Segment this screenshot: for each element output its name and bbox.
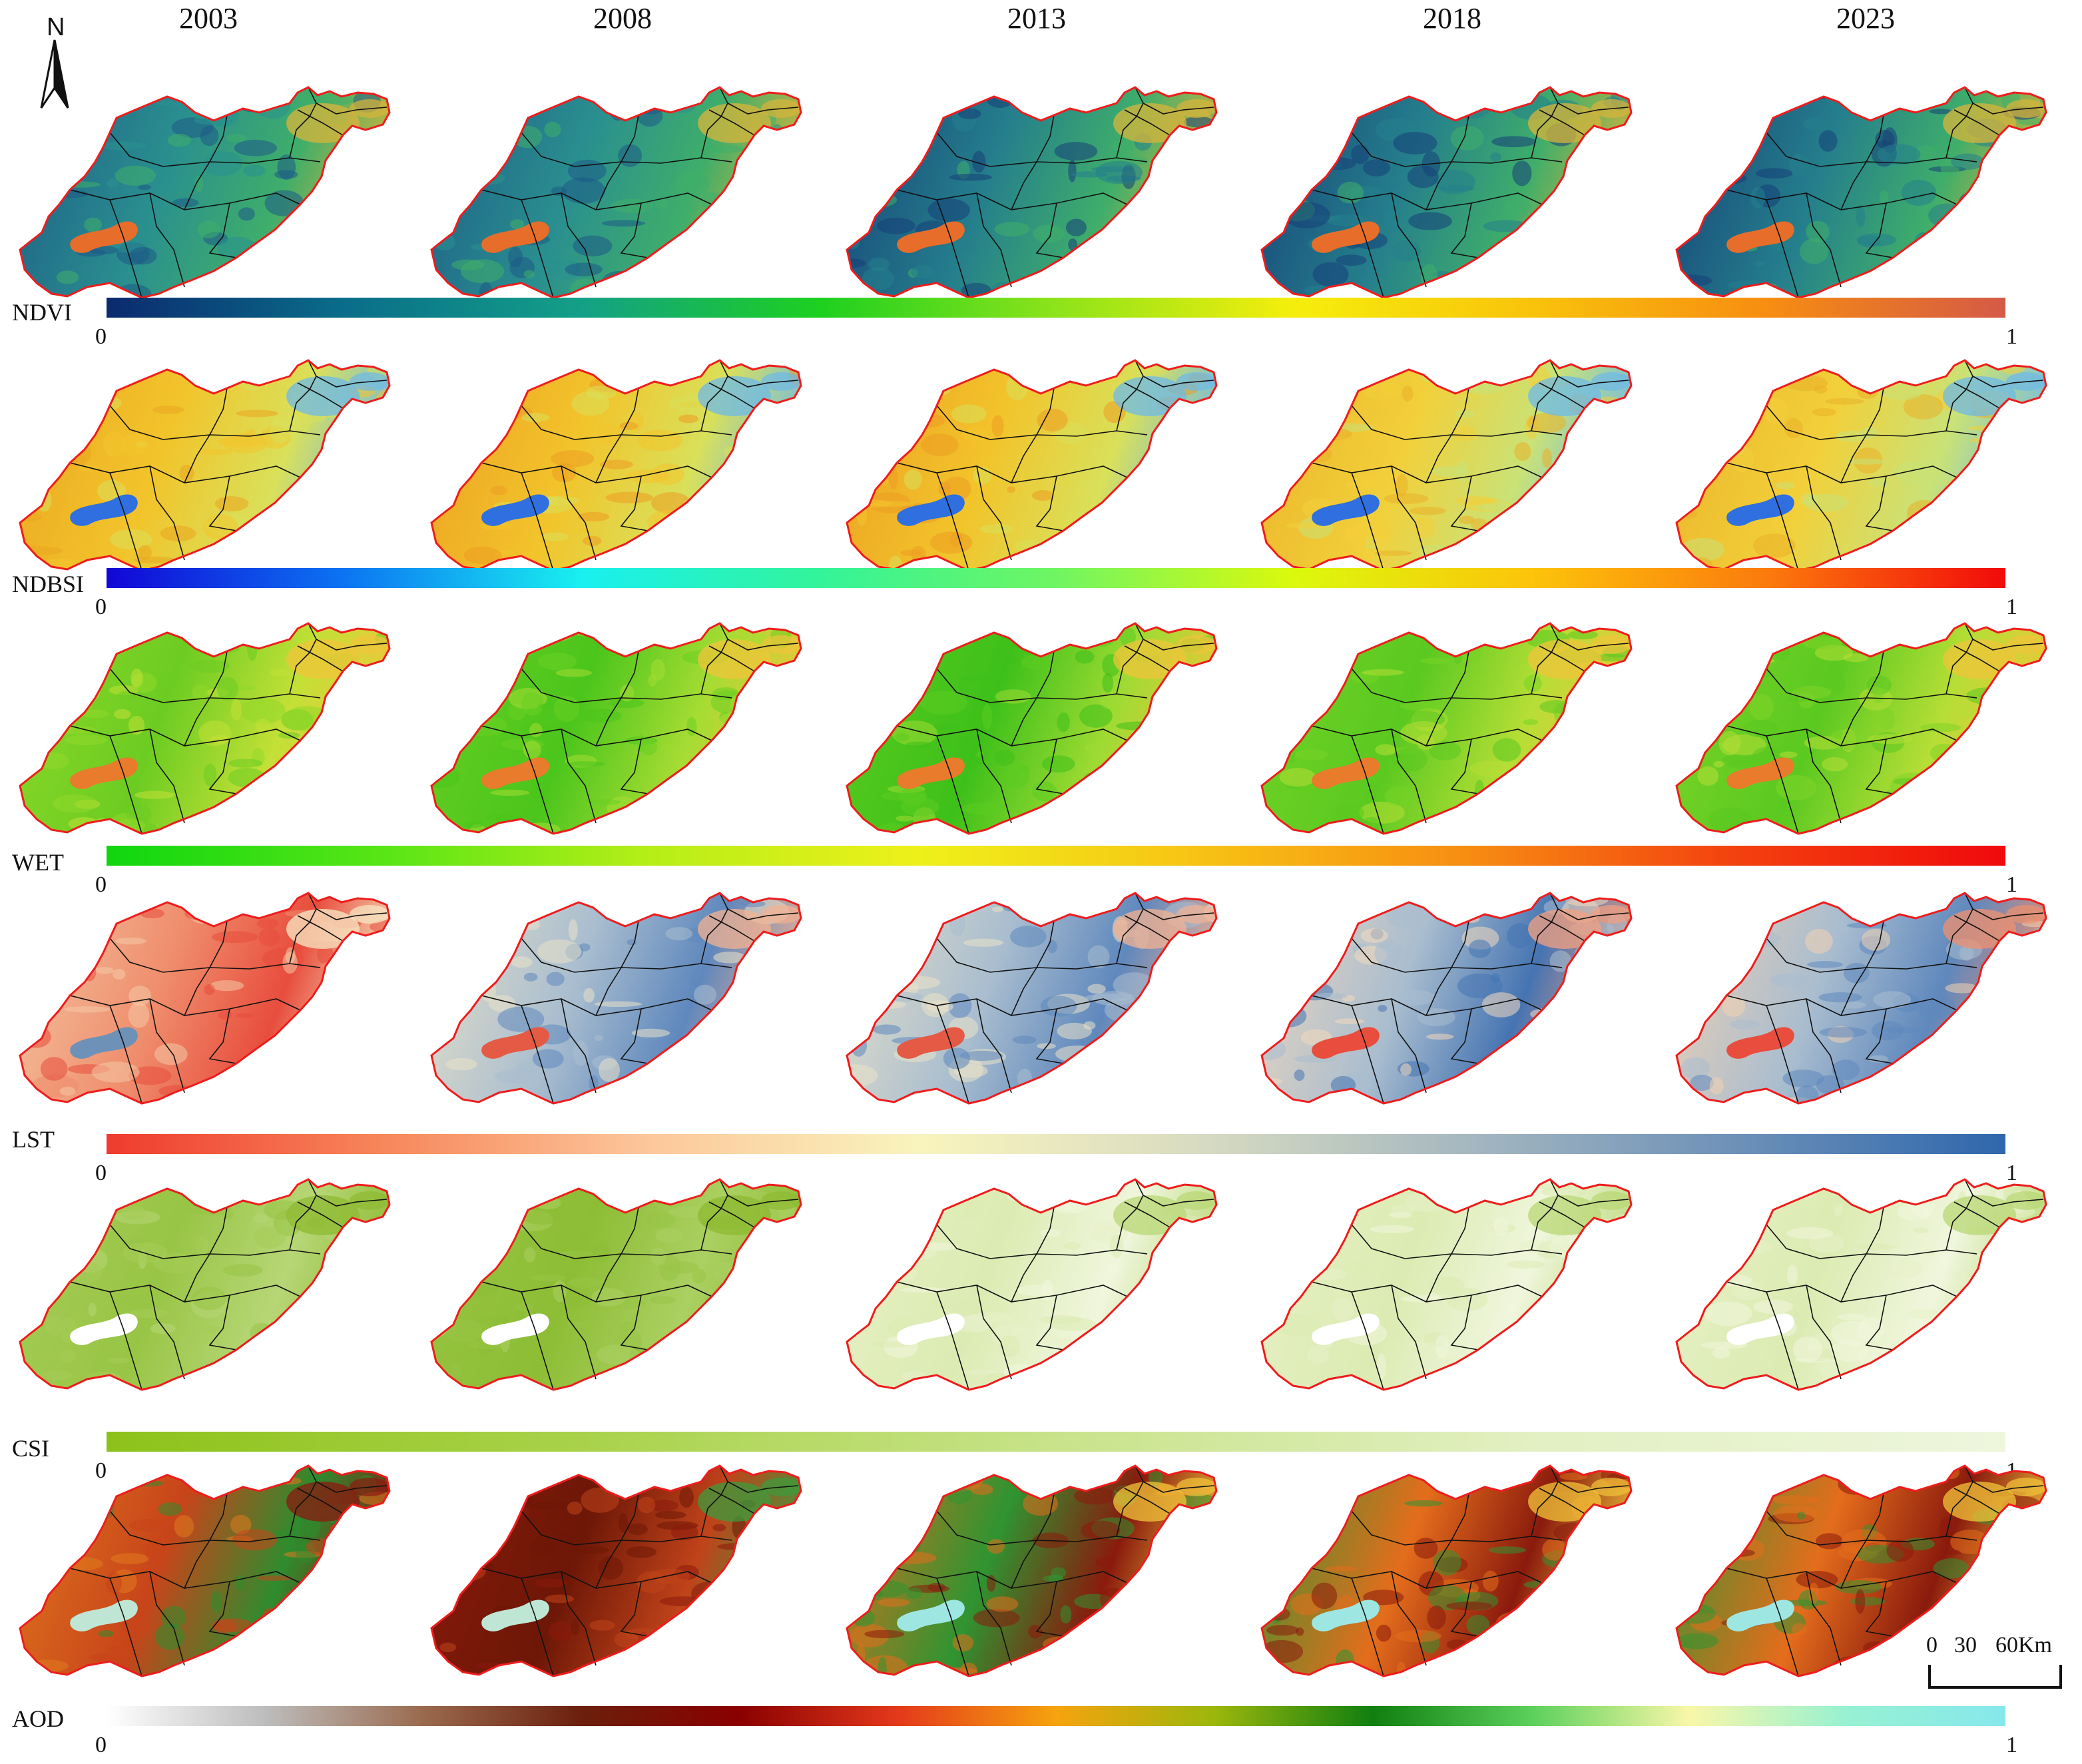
year-label-2008: 2008 [593, 2, 652, 35]
map-lst-2008 [430, 892, 802, 1105]
map-lst-2013 [846, 892, 1218, 1105]
map-csi-2023 [1675, 1178, 2047, 1391]
map-ndbsi-2013 [846, 359, 1218, 572]
scale-bar-icon [1928, 1665, 2062, 1689]
map-wet-2018 [1260, 622, 1633, 835]
index-label-ndbsi: NDBSI [12, 571, 85, 597]
scale-tick-30: 30 [1954, 1633, 1977, 1657]
north-arrow-icon [40, 39, 69, 109]
map-ndvi-2008 [430, 86, 802, 299]
colorbar-ndbsi [107, 568, 2005, 588]
map-lst-2023 [1675, 892, 2047, 1105]
colorbar-wet [107, 846, 2005, 866]
map-aod-2013 [846, 1464, 1218, 1677]
year-label-2023: 2023 [1836, 2, 1895, 35]
map-ndbsi-2023 [1675, 359, 2047, 572]
year-label-2018: 2018 [1423, 2, 1481, 35]
map-wet-2003 [19, 622, 391, 835]
colorbar-aod [107, 1706, 2005, 1726]
colorbar-csi-min-tick: 0 [95, 1458, 107, 1483]
map-csi-2018 [1260, 1178, 1633, 1391]
map-ndbsi-2018 [1260, 359, 1633, 572]
scale-unit: Km [2018, 1633, 2052, 1657]
map-ndbsi-2008 [430, 359, 802, 572]
map-aod-2018 [1260, 1464, 1633, 1677]
index-label-wet: WET [12, 849, 64, 876]
index-label-lst: LST [12, 1126, 55, 1153]
colorbar-ndvi [107, 298, 2005, 318]
map-wet-2013 [846, 622, 1218, 835]
map-aod-2008 [430, 1464, 802, 1677]
map-csi-2008 [430, 1178, 802, 1391]
index-label-ndvi: NDVI [12, 299, 72, 326]
map-ndvi-2003 [19, 86, 391, 299]
scale-tick-60: 60 [1995, 1633, 2018, 1657]
scale-tick-0: 0 [1926, 1633, 1938, 1657]
colorbar-aod-min-tick: 0 [95, 1733, 107, 1757]
colorbar-wet-max-tick: 1 [2006, 872, 2017, 897]
year-label-2003: 2003 [179, 2, 238, 35]
map-ndvi-2018 [1260, 86, 1633, 299]
colorbar-lst [107, 1134, 2005, 1154]
colorbar-wet-min-tick: 0 [95, 872, 107, 897]
colorbar-ndvi-min-tick: 0 [95, 324, 107, 349]
colorbar-aod-max-tick: 1 [2006, 1733, 2017, 1757]
colorbar-ndvi-max-tick: 1 [2006, 324, 2017, 349]
colorbar-ndbsi-min-tick: 0 [95, 595, 107, 619]
colorbar-ndbsi-max-tick: 1 [2006, 595, 2017, 619]
index-label-aod: AOD [12, 1705, 64, 1732]
map-wet-2008 [430, 622, 802, 835]
year-label-2013: 2013 [1007, 2, 1066, 35]
north-arrow-label: N [47, 13, 65, 41]
map-lst-2003 [19, 892, 391, 1105]
map-wet-2023 [1675, 622, 2047, 835]
map-ndvi-2023 [1675, 86, 2047, 299]
map-ndbsi-2003 [19, 359, 391, 572]
map-ndvi-2013 [846, 86, 1218, 299]
colorbar-csi [107, 1432, 2005, 1452]
map-csi-2013 [846, 1178, 1218, 1391]
map-lst-2018 [1260, 892, 1633, 1105]
map-aod-2003 [19, 1464, 391, 1677]
colorbar-lst-max-tick: 1 [2006, 1161, 2017, 1185]
index-label-csi: CSI [12, 1435, 50, 1462]
map-csi-2003 [19, 1178, 391, 1391]
map-aod-2023 [1675, 1464, 2047, 1677]
colorbar-lst-min-tick: 0 [95, 1161, 107, 1185]
